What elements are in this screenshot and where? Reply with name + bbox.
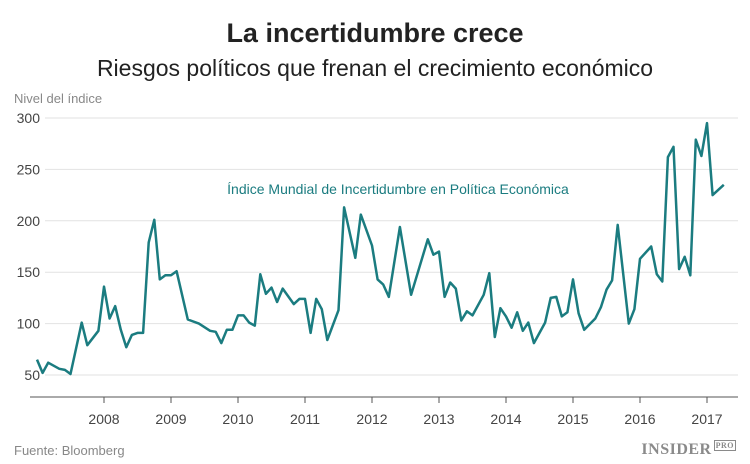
y-tick-label: 100 <box>17 316 41 332</box>
x-tick-label: 2014 <box>490 411 521 427</box>
y-tick-label: 50 <box>24 367 40 383</box>
y-tick-label: 250 <box>17 161 41 177</box>
x-tick-label: 2013 <box>423 411 454 427</box>
x-tick-label: 2011 <box>290 411 320 427</box>
chart-subtitle: Riesgos políticos que frenan el crecimie… <box>96 55 654 81</box>
x-tick-label: 2015 <box>557 411 588 427</box>
chart-title: La incertidumbre crece <box>226 18 524 48</box>
x-tick-label: 2008 <box>88 411 119 427</box>
source-note: Fuente: Bloomberg <box>14 443 125 458</box>
series-annotation: Índice Mundial de Incertidumbre en Polít… <box>227 181 569 197</box>
x-tick-label: 2012 <box>356 411 387 427</box>
insider-pro-logo: INSIDER PRO <box>641 440 736 458</box>
y-tick-label: 200 <box>17 213 41 229</box>
x-tick-label: 2009 <box>155 411 186 427</box>
series-line <box>35 121 725 376</box>
y-tick-label: 150 <box>17 264 41 280</box>
y-tick-label: 300 <box>17 110 41 126</box>
x-tick-label: 2016 <box>624 411 655 427</box>
x-tick-label: 2017 <box>691 411 722 427</box>
y-axis-label: Nivel del índice <box>14 91 103 106</box>
x-tick-label: 2010 <box>222 411 253 427</box>
